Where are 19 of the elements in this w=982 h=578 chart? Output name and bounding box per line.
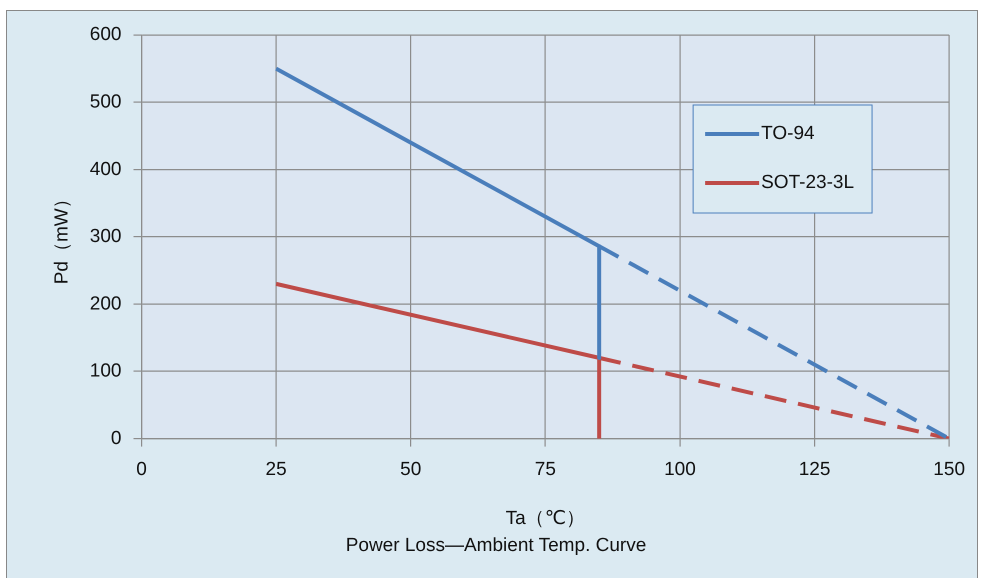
legend-label: SOT-23-3L: [761, 172, 854, 194]
y-tick-label: 600: [90, 24, 122, 46]
y-tick-label: 400: [90, 158, 122, 180]
x-tick-label: 75: [534, 459, 556, 480]
y-axis-title: Pd（mW）: [52, 189, 73, 284]
legend-label: TO-94: [761, 123, 816, 144]
y-tick-label: 0: [110, 428, 122, 449]
x-axis-title: Ta（℃）: [506, 508, 586, 530]
y-tick-label: 200: [90, 293, 122, 314]
y-tick-label: 100: [90, 360, 122, 382]
x-tick-label: 50: [400, 459, 422, 480]
x-tick-label: 0: [136, 459, 147, 480]
x-tick-label: 100: [664, 459, 696, 480]
x-tick-label: 150: [933, 459, 965, 480]
x-tick-label: 25: [266, 459, 287, 480]
text: Power Loss—Ambient Temp. Curve: [346, 534, 646, 556]
y-tick-label: 500: [90, 92, 122, 112]
x-tick-label: 125: [798, 459, 830, 480]
y-tick-label: 300: [90, 226, 122, 248]
